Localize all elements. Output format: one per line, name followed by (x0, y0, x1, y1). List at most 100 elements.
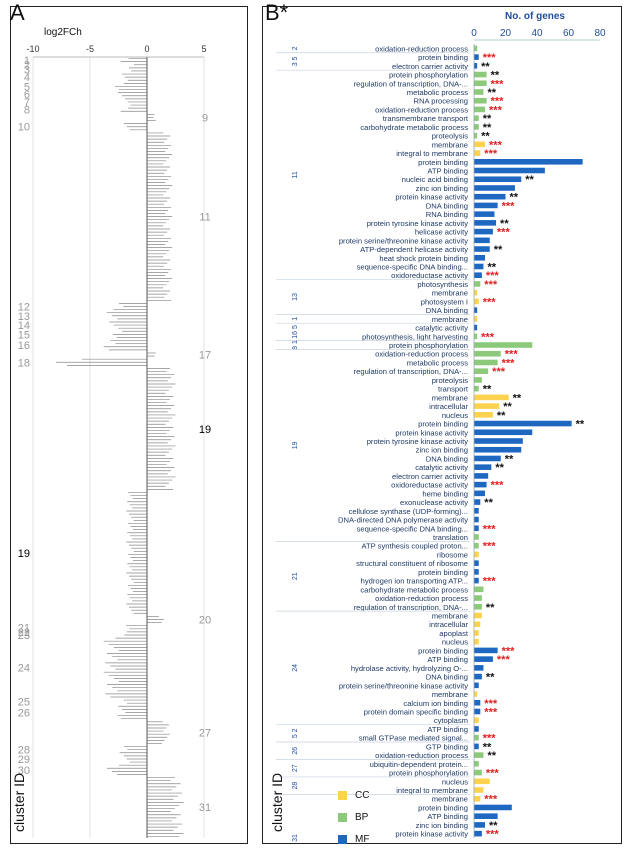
gene-count-bar (474, 63, 478, 69)
go-term-label: proteolysis (432, 132, 468, 141)
gene-count-bar (474, 429, 533, 436)
go-term-label: integral to membrane (396, 149, 468, 158)
panel-a (10, 6, 248, 844)
go-term-label: regulation of transcription, DNA-... (354, 367, 468, 376)
gene-count-bar (474, 263, 484, 270)
significance-marker: ** (484, 497, 493, 509)
go-term-label: metabolic process (407, 88, 468, 97)
gene-count-bar (474, 228, 493, 235)
panel-b (262, 6, 622, 844)
axis-b-tick-label: 60 (563, 28, 575, 39)
axis-a-tick-label: -10 (26, 44, 39, 54)
gene-count-bar (474, 167, 545, 174)
cluster-id-label: 19 (199, 424, 211, 436)
gene-count-bar (474, 830, 482, 837)
go-term-label: photosynthesis, light harvesting (362, 332, 468, 341)
cluster-group-label: 31 (292, 834, 299, 842)
go-term-label: membrane (432, 612, 468, 621)
gene-count-bar (474, 534, 479, 540)
go-term-label: ATP binding (427, 725, 468, 734)
go-term-label: structural constituent of ribosome (356, 559, 468, 568)
go-term-label: protein phosphorylation (389, 769, 468, 778)
gene-count-bar (474, 473, 489, 479)
go-term-label: intracellular (429, 402, 468, 411)
legend-item-mf: MF (338, 834, 369, 845)
axis-b-tick-label: 20 (500, 28, 512, 39)
gene-count-bar (474, 769, 482, 776)
cluster-id-label: 14 (18, 320, 30, 332)
gene-count-bar (474, 499, 481, 505)
axis-a-tick-label: -5 (86, 44, 94, 54)
go-term-label: ATP binding (427, 655, 468, 664)
gene-count-bar (474, 158, 583, 165)
go-term-label: protein tyrosine kinase activity (367, 437, 468, 446)
significance-marker: *** (491, 480, 505, 492)
go-term-label: exonuclease activity (400, 498, 468, 507)
gene-count-bar (474, 289, 478, 296)
gene-count-bar (474, 54, 479, 60)
significance-marker: ** (483, 384, 492, 396)
significance-marker: ** (497, 410, 506, 422)
cluster-id-label: 21 (18, 622, 30, 634)
cluster-group-label: 1 (292, 317, 299, 321)
gene-count-bar (474, 246, 490, 252)
gene-count-bar (474, 612, 482, 619)
cluster-group-label: 28 (292, 782, 299, 790)
significance-marker: ** (487, 87, 496, 99)
cluster-id-label: 13 (18, 311, 30, 323)
go-term-label: oxidation-reduction process (375, 350, 468, 359)
cluster-id-label: 12 (18, 301, 30, 313)
significance-marker: *** (486, 270, 500, 282)
significance-marker: ** (510, 192, 519, 204)
significance-marker: *** (491, 78, 505, 90)
go-term-label: protein kinase activity (395, 830, 468, 839)
significance-marker: ** (491, 70, 500, 82)
cluster-group-label: 5 2 (292, 728, 299, 738)
significance-marker: *** (489, 104, 503, 116)
gene-count-bar (474, 778, 490, 785)
go-term-label: proteolysis (432, 376, 468, 385)
go-term-label: zinc ion binding (416, 821, 468, 830)
cluster-id-label: 27 (199, 728, 211, 740)
go-term-label: cytoplasm (434, 716, 468, 725)
go-term-label: carbohydrate metabolic process (360, 123, 468, 132)
gene-count-bar (474, 45, 478, 52)
axis-b-tick-label: 0 (471, 28, 477, 39)
go-term-label: membrane (432, 393, 468, 402)
gene-count-bar (474, 726, 479, 732)
gene-count-bar (474, 551, 479, 558)
gene-count-bar (474, 586, 484, 593)
axis-b-ylabel: cluster ID (269, 773, 285, 832)
go-term-label: membrane (432, 315, 468, 324)
gene-count-bar (474, 298, 479, 305)
significance-marker: *** (483, 576, 497, 588)
gene-count-bar (474, 464, 492, 470)
cluster-group-label: 19 (292, 441, 299, 449)
go-term-label: protein binding (418, 803, 468, 812)
gene-count-bar (474, 595, 482, 601)
gene-count-bar (474, 89, 484, 95)
gene-count-bar (474, 124, 479, 130)
legend-item-cc: CC (338, 790, 369, 801)
axis-b-tick-label: 80 (594, 28, 606, 39)
go-term-label: oxidoreductase activity (391, 271, 468, 280)
significance-marker: ** (487, 261, 496, 273)
go-term-label: hydrolase activity, hydrolyzing O-... (351, 664, 468, 673)
gene-count-bar (474, 333, 478, 340)
go-term-label: DNA binding (426, 306, 468, 315)
significance-marker: *** (483, 733, 497, 745)
gene-count-bar (474, 752, 484, 758)
gene-count-bar (474, 455, 501, 462)
go-term-label: integral to membrane (396, 786, 468, 795)
legend-label-mf: MF (355, 834, 370, 845)
gene-count-bar (474, 490, 486, 497)
gene-count-bar (474, 150, 481, 156)
go-term-label: oxidoreductase activity (391, 481, 468, 490)
go-term-label: oxidation-reduction process (375, 105, 468, 114)
gene-count-bar (474, 106, 486, 113)
significance-marker: ** (483, 122, 492, 134)
go-term-label: DNA-directed DNA polymerase activity (338, 516, 468, 525)
go-term-label: protein tyrosine kinase activity (367, 219, 468, 228)
cluster-id-label: 5 (24, 81, 30, 93)
